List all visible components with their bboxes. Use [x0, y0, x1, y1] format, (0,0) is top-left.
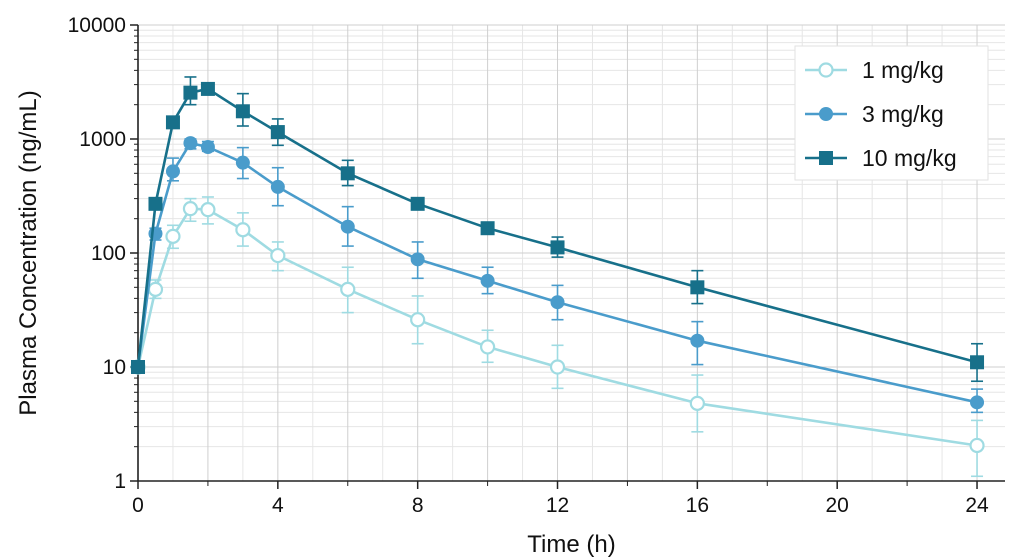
data-point	[970, 355, 985, 370]
y-tick-label: 1	[114, 470, 126, 493]
data-point	[480, 273, 495, 288]
legend-marker	[819, 151, 833, 165]
x-tick-label: 0	[132, 494, 144, 517]
x-axis-title: Time (h)	[527, 531, 615, 558]
data-point	[131, 360, 145, 374]
data-point	[340, 166, 355, 181]
data-point	[340, 281, 356, 297]
data-point	[165, 228, 181, 244]
data-point	[165, 164, 180, 179]
data-point	[480, 221, 495, 236]
data-point	[270, 179, 285, 194]
data-point	[183, 85, 198, 100]
data-point	[340, 219, 355, 234]
x-tick-label: 24	[965, 494, 989, 517]
x-tick-label: 16	[686, 494, 709, 517]
y-tick-label: 100	[91, 242, 126, 265]
series-0	[130, 196, 985, 478]
series-layer	[130, 76, 985, 478]
data-point	[410, 312, 426, 328]
axes: 1 10 100 1000 10000 0 4 8 12 16 20 24	[68, 14, 1005, 517]
series-1	[131, 136, 985, 414]
data-point	[970, 395, 985, 410]
data-point	[182, 201, 199, 217]
data-point	[235, 104, 250, 119]
data-point	[148, 196, 163, 211]
y-tick-label: 10	[103, 356, 126, 379]
data-point	[550, 240, 565, 255]
data-point	[200, 81, 215, 96]
legend-item-1[interactable]: 3 mg/kg	[805, 101, 944, 127]
x-tick-label: 20	[826, 494, 849, 517]
x-tick-label: 8	[412, 494, 424, 517]
legend-label: 1 mg/kg	[862, 57, 944, 83]
data-point	[200, 202, 216, 218]
data-point	[690, 280, 705, 295]
legend-item-0[interactable]: 1 mg/kg	[805, 57, 944, 83]
data-point	[410, 252, 425, 267]
data-point	[690, 333, 705, 348]
data-point	[479, 339, 496, 355]
series-2	[131, 76, 985, 383]
y-tick-label: 1000	[79, 128, 126, 151]
data-point	[270, 125, 285, 140]
data-point	[549, 359, 566, 375]
y-tick-label: 10000	[68, 14, 126, 37]
data-point	[270, 247, 286, 264]
x-tick-label: 4	[272, 494, 284, 517]
data-point	[235, 155, 250, 170]
legend-label: 3 mg/kg	[862, 101, 944, 127]
data-point	[550, 295, 565, 310]
data-point	[147, 281, 164, 297]
data-point	[689, 395, 705, 411]
data-point	[183, 136, 198, 151]
y-axis-title: Plasma Concentration (ng/mL)	[15, 90, 42, 415]
legend-marker	[819, 107, 833, 121]
data-point	[410, 196, 425, 211]
data-point	[969, 437, 985, 454]
legend-item-2[interactable]: 10 mg/kg	[805, 145, 957, 171]
data-point	[165, 115, 180, 130]
x-tick-label: 12	[546, 494, 569, 517]
legend-marker	[818, 62, 834, 78]
data-point	[235, 222, 251, 238]
data-point	[200, 140, 215, 155]
legend[interactable]: 1 mg/kg 3 mg/kg 10 mg/kg	[794, 45, 989, 181]
legend-label: 10 mg/kg	[862, 145, 957, 171]
